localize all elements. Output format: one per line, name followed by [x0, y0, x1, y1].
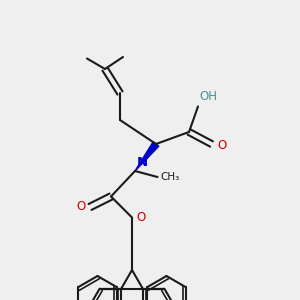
Text: CH₃: CH₃ — [160, 172, 179, 182]
Text: OH: OH — [200, 91, 217, 103]
Polygon shape — [135, 142, 159, 171]
Text: O: O — [76, 200, 86, 214]
Text: O: O — [217, 139, 226, 152]
Text: O: O — [136, 211, 146, 224]
Text: N: N — [136, 157, 148, 169]
